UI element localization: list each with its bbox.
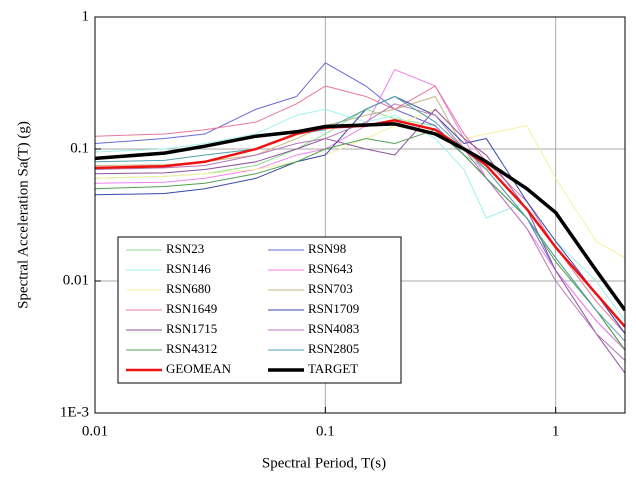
y-tick-label: 0.1 (70, 140, 89, 156)
series-line (95, 103, 625, 361)
legend-label: RSN1649 (166, 301, 217, 316)
legend-box (117, 236, 402, 384)
series-line (95, 129, 625, 351)
legend-label: RSN23 (166, 241, 204, 256)
legend-label: RSN98 (308, 241, 346, 256)
series-line (95, 108, 625, 259)
legend: RSN23 RSN98 RSN146 RSN643 RSN680 RSN703 RSN164… (117, 236, 402, 384)
x-axis-label: Spectral Period, T(s) (262, 455, 386, 471)
legend-label: RSN1715 (166, 321, 217, 336)
plot-frame (94, 16, 626, 414)
legend-label: RSN643 (308, 261, 353, 276)
y-tick-label: 0.01 (63, 272, 89, 288)
y-tick-label: 1 (82, 8, 90, 24)
legend-label: RSN4312 (166, 341, 217, 356)
series-line (95, 85, 625, 334)
legend-label: TARGET (308, 361, 358, 376)
x-tick-label: 0.01 (82, 423, 108, 439)
legend-label: RSN703 (308, 281, 353, 296)
series-line (95, 69, 625, 351)
legend-label: RSN4083 (308, 321, 359, 336)
series-line (95, 108, 625, 374)
series-line (95, 119, 625, 328)
legend-label: RSN146 (166, 261, 211, 276)
legend-label: RSN1709 (308, 301, 359, 316)
legend-label: GEOMEAN (166, 361, 232, 376)
legend-label: RSN2805 (308, 341, 359, 356)
y-axis-label: Spectral Acceleration Sa(T) (g) (15, 121, 31, 309)
series-line (95, 95, 625, 342)
x-tick-label: 0.1 (316, 423, 335, 439)
legend-label: RSN680 (166, 281, 211, 296)
x-tick-label: 1 (552, 423, 560, 439)
y-tick-label: 1E-3 (60, 404, 89, 420)
series-line (95, 122, 625, 312)
